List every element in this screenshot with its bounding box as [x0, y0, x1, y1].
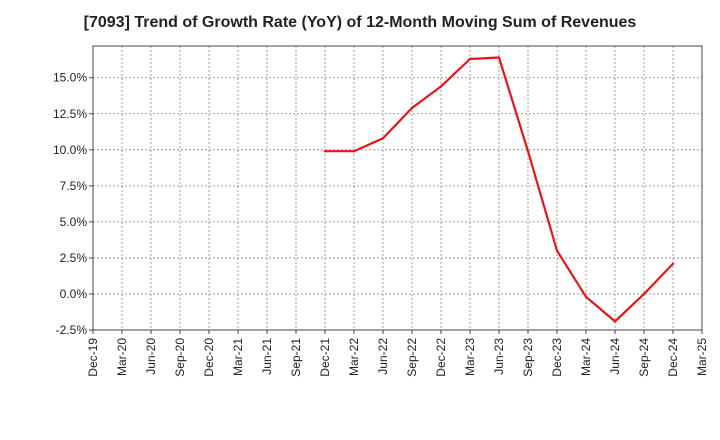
x-tick-label: Mar-22 [347, 338, 361, 376]
data-point [410, 106, 414, 110]
x-tick-label: Jun-23 [492, 338, 506, 375]
x-tick-label: Sep-23 [521, 338, 535, 377]
chart-title: [7093] Trend of Growth Rate (YoY) of 12-… [83, 14, 637, 31]
x-tick-label: Sep-20 [173, 338, 187, 377]
data-point [323, 150, 327, 153]
x-tick-label: Mar-24 [579, 338, 593, 376]
x-tick-label: Dec-23 [550, 338, 564, 377]
x-tick-label: Sep-24 [637, 338, 651, 377]
x-tick-label: Dec-24 [666, 338, 680, 377]
x-tick-label: Jun-24 [608, 338, 622, 375]
y-tick-label: -2.5% [56, 323, 88, 337]
x-tick-label: Sep-22 [405, 338, 419, 377]
x-tick-label: Mar-25 [695, 338, 709, 376]
x-tick-label: Jun-20 [144, 338, 158, 375]
data-point [526, 150, 530, 153]
series-line [325, 56, 674, 323]
data-point [555, 249, 559, 252]
data-point [468, 57, 472, 61]
y-tick-label: 10.0% [53, 143, 87, 157]
data-point [584, 295, 588, 299]
x-tick-label: Mar-21 [231, 338, 245, 376]
data-point [439, 85, 443, 88]
data-point [352, 150, 356, 153]
plot-frame [92, 45, 703, 331]
data-point [381, 137, 385, 140]
data-point [671, 262, 675, 265]
data-point [642, 292, 646, 296]
data-point [497, 56, 501, 59]
x-tick-label: Dec-22 [434, 338, 448, 377]
x-tick-label: Jun-22 [376, 338, 390, 375]
x-tick-label: Mar-20 [115, 338, 129, 376]
x-tick-label: Sep-21 [289, 338, 303, 377]
y-tick-label: 0.0% [60, 287, 88, 301]
y-tick-label: 12.5% [53, 107, 87, 121]
x-tick-label: Dec-20 [202, 338, 216, 377]
y-tick-label: 7.5% [60, 179, 88, 193]
x-tick-label: Dec-19 [86, 338, 100, 377]
y-tick-label: 5.0% [60, 215, 88, 229]
y-tick-label: 15.0% [53, 71, 87, 85]
data-point [613, 320, 617, 323]
y-tick-label: 2.5% [60, 251, 88, 265]
x-tick-label: Jun-21 [260, 338, 274, 375]
x-tick-label: Mar-23 [463, 338, 477, 376]
x-tick-label: Dec-21 [318, 338, 332, 377]
